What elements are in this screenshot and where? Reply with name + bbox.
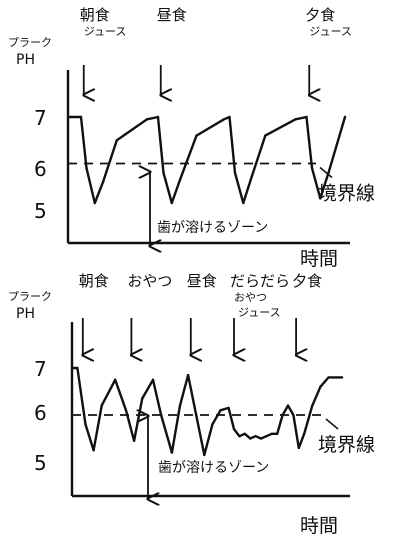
ph-data-point xyxy=(101,180,105,184)
meal-annotation-label: 夕食 xyxy=(292,272,322,290)
ph-data-point xyxy=(297,446,300,450)
ph-data-point xyxy=(270,432,273,435)
ph-curve xyxy=(68,115,347,205)
ph-data-point xyxy=(79,115,83,119)
ph-data-point xyxy=(145,118,149,121)
ph-data-point xyxy=(68,115,72,119)
zone-label: 歯が溶けるゾーン xyxy=(157,220,268,236)
ph-data-point xyxy=(327,171,330,174)
ph-data-point xyxy=(170,201,173,205)
ph-data-point xyxy=(219,409,222,412)
y-tick-label: 6 xyxy=(34,401,47,425)
meal-annotation-label: おやつ xyxy=(234,291,267,304)
ph-data-point xyxy=(162,171,165,174)
y-axis-label: プラーク xyxy=(8,290,52,303)
ph-data-point xyxy=(310,166,314,170)
x-axis-label: 時間 xyxy=(300,248,338,270)
threshold-label-pointer xyxy=(325,418,339,430)
ph-data-point xyxy=(232,427,236,431)
threshold-label-pointer xyxy=(319,166,333,179)
y-tick-label: 6 xyxy=(34,157,47,181)
y-tick-label: 7 xyxy=(34,357,47,381)
ph-data-point xyxy=(276,432,279,435)
ph-data-point xyxy=(100,404,103,407)
ph-data-point xyxy=(340,376,344,379)
meal-annotation-label: 朝食 xyxy=(80,6,110,24)
meal-annotation-label: ジュース xyxy=(84,25,127,38)
ph-data-point xyxy=(264,134,267,137)
ph-data-point xyxy=(250,176,253,179)
y-axis-label-unit: PH xyxy=(16,52,35,68)
ph-data-point xyxy=(70,366,74,370)
ph-data-point xyxy=(281,413,284,417)
ph-data-point xyxy=(92,449,95,452)
ph-data-point xyxy=(159,413,163,417)
ph-data-point xyxy=(170,451,174,454)
y-tick-label: 5 xyxy=(34,199,47,223)
x-axis-label: 時間 xyxy=(300,515,338,537)
ph-data-point xyxy=(85,166,88,170)
ph-data-point xyxy=(76,366,79,370)
ph-data-point xyxy=(124,409,128,412)
meal-annotation-label: 昼食 xyxy=(157,6,187,24)
y-axis-label: プラーク xyxy=(8,36,52,49)
ph-data-point xyxy=(311,404,314,407)
ph-data-point xyxy=(294,118,297,121)
ph-data-point xyxy=(132,439,136,442)
meal-annotation-label: おやつ xyxy=(127,272,172,290)
ph-data-point xyxy=(319,197,322,200)
meal-annotation-label: 昼食 xyxy=(187,272,217,290)
meal-annotation-label: 朝食 xyxy=(79,272,109,290)
ph-data-point xyxy=(233,171,237,174)
ph-data-point xyxy=(141,397,144,400)
threshold-label: 境界線 xyxy=(318,434,375,456)
ph-data-point xyxy=(305,115,308,119)
ph-data-point xyxy=(178,178,182,181)
ph-data-point xyxy=(84,423,87,426)
ph-data-point xyxy=(242,201,245,205)
ph-data-point xyxy=(343,115,347,119)
ph-data-point xyxy=(203,453,206,457)
ph-data-point xyxy=(211,423,214,426)
meal-annotation-label: ジュース xyxy=(309,25,352,38)
ph-data-point xyxy=(249,437,252,440)
ph-data-point xyxy=(114,378,117,381)
ph-data-point xyxy=(151,378,155,381)
ph-data-point xyxy=(319,385,322,388)
meal-annotation-label: ジュース xyxy=(238,306,281,319)
ph-data-point xyxy=(156,115,160,119)
ph-data-point xyxy=(227,406,230,410)
y-axis-label-unit: PH xyxy=(16,306,35,322)
meal-annotation-label: 夕食 xyxy=(305,6,335,24)
ph-data-point xyxy=(238,435,241,438)
y-tick-label: 7 xyxy=(34,106,47,130)
ph-data-point xyxy=(254,435,257,438)
ph-data-point xyxy=(303,432,306,435)
ph-data-point xyxy=(265,435,268,438)
ph-data-point xyxy=(195,413,198,417)
ph-curve xyxy=(70,366,344,457)
threshold-label: 境界線 xyxy=(318,183,375,205)
ph-data-point xyxy=(286,404,290,407)
ph-data-point xyxy=(178,404,182,407)
ph-data-point xyxy=(115,139,119,142)
y-tick-label: 5 xyxy=(34,451,47,475)
ph-data-point xyxy=(259,437,263,440)
ph-data-point xyxy=(292,413,295,417)
ph-data-point xyxy=(195,134,198,137)
ph-data-point xyxy=(243,432,246,435)
ph-data-point xyxy=(93,201,97,205)
ph-data-point xyxy=(327,376,330,379)
ph-data-point xyxy=(228,115,231,119)
ph-data-point xyxy=(222,118,226,121)
ph-data-point xyxy=(186,373,190,377)
meal-annotation-label: だらだら xyxy=(230,272,290,290)
zone-label: 歯が溶けるゾーン xyxy=(158,460,269,476)
